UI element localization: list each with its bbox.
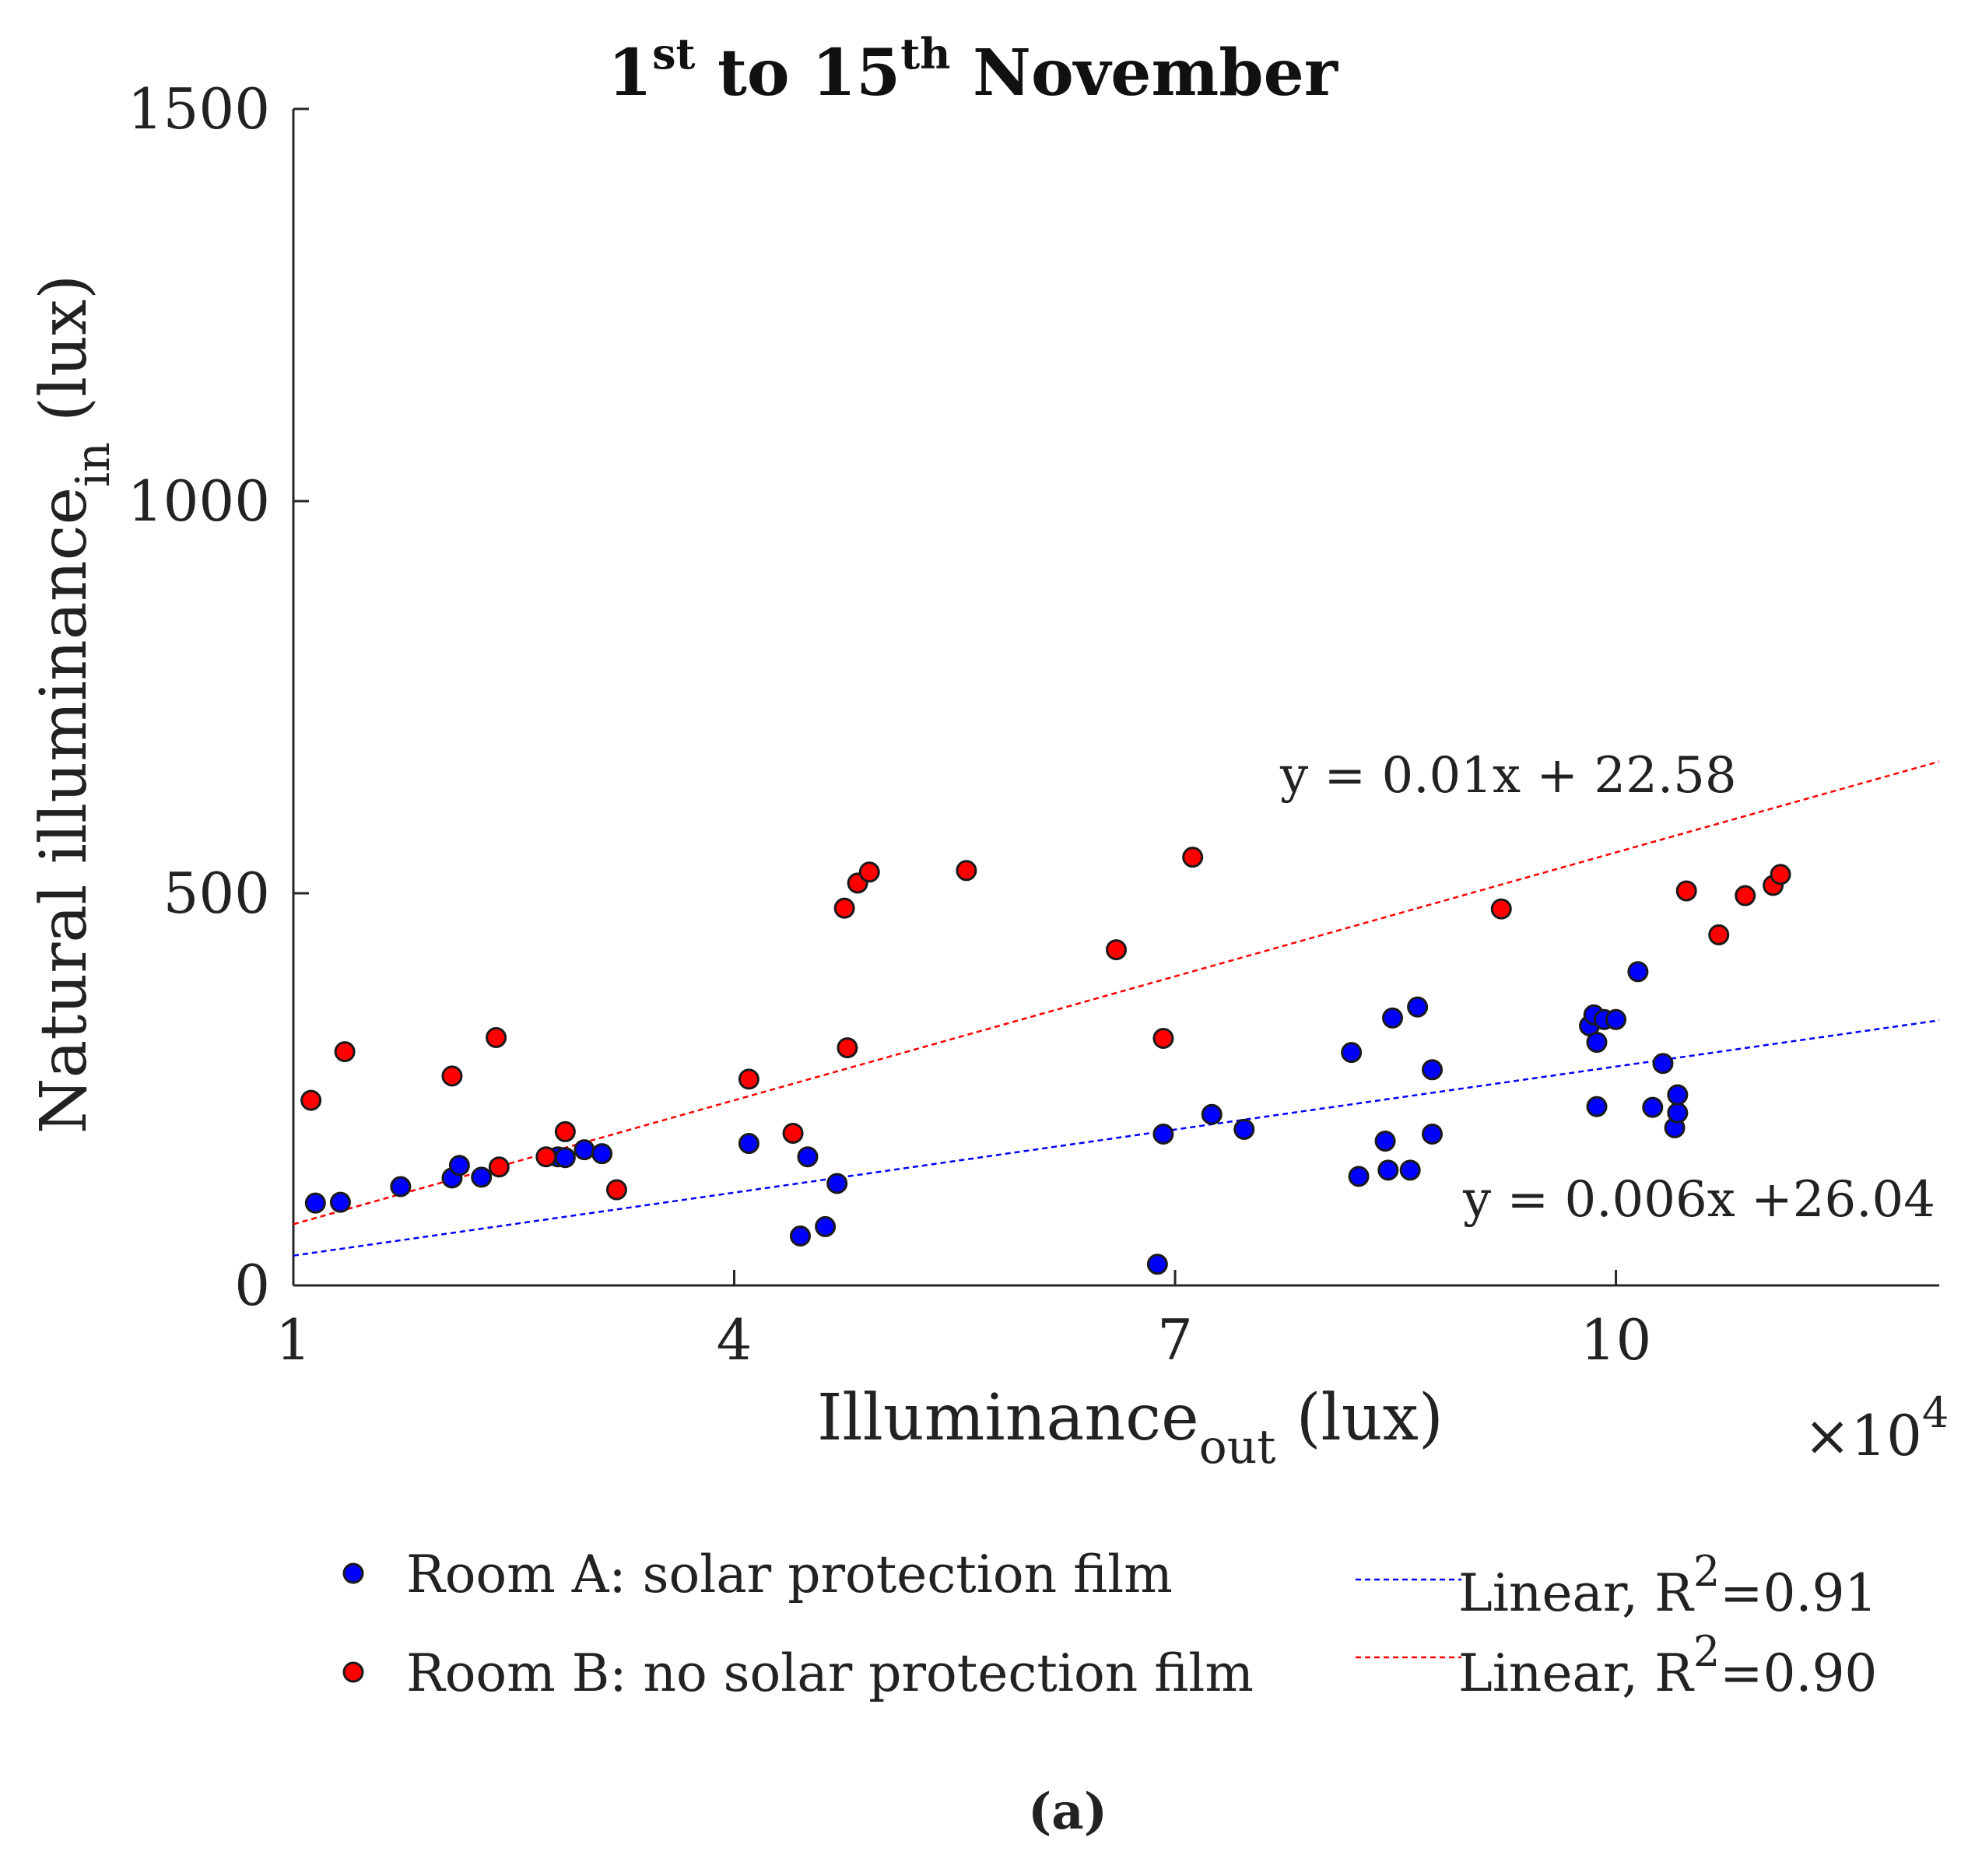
chart-title: 1st to 15th November — [608, 29, 1339, 110]
point-room-a — [1374, 1131, 1396, 1152]
point-room-b — [1735, 885, 1756, 906]
fit-line-room-b — [293, 760, 1940, 1226]
point-room-a — [1201, 1103, 1223, 1125]
point-room-a — [554, 1147, 576, 1169]
x-ticks: 1 4 7 10 — [275, 1270, 1651, 1373]
point-room-b — [605, 1179, 627, 1201]
point-room-a — [1382, 1007, 1404, 1029]
y-axis-label: Natural illuminancein (lux) — [27, 275, 121, 1134]
y-tick-label: 1000 — [128, 468, 270, 534]
legend: Room A: solar protection film Room B: no… — [342, 1545, 1877, 1703]
point-room-b — [488, 1156, 510, 1178]
point-room-b — [738, 1068, 759, 1090]
point-room-b — [1490, 898, 1512, 920]
point-room-a — [448, 1155, 470, 1176]
point-room-a — [797, 1146, 819, 1168]
point-room-b — [858, 861, 880, 883]
point-room-b — [782, 1122, 804, 1144]
point-room-a — [1422, 1059, 1444, 1081]
point-room-a — [1146, 1254, 1168, 1275]
point-room-b — [1770, 864, 1791, 885]
point-room-a — [826, 1173, 848, 1194]
equation-blue: y = 0.006x +26.04 — [1462, 1171, 1935, 1229]
panel-label: (a) — [1028, 1783, 1107, 1841]
x-axis-label: Illuminanceout (lux) — [817, 1381, 1444, 1475]
point-room-a — [1407, 996, 1429, 1018]
scatter-points — [300, 847, 1791, 1275]
axes — [292, 109, 1939, 1287]
point-room-a — [1667, 1084, 1689, 1106]
y-tick-label: 1500 — [128, 76, 270, 142]
point-room-b — [554, 1120, 576, 1142]
point-room-a — [1348, 1166, 1370, 1187]
y-tick-label: 0 — [234, 1253, 270, 1318]
point-room-b — [441, 1065, 463, 1087]
point-room-b — [956, 860, 977, 882]
x-tick-label: 4 — [717, 1307, 752, 1373]
equation-red: y = 0.01x + 22.58 — [1279, 747, 1737, 805]
point-room-b — [535, 1146, 557, 1168]
point-room-b — [1675, 880, 1697, 902]
point-room-a — [1233, 1118, 1255, 1140]
x-tick-label: 10 — [1580, 1307, 1652, 1373]
point-room-a — [574, 1139, 595, 1161]
point-room-a — [1341, 1042, 1363, 1064]
legend-fit-red-label: Linear, R2=0.90 — [1458, 1627, 1877, 1703]
point-room-b — [1708, 924, 1730, 945]
legend-label-room-a: Room A: solar protection film — [406, 1545, 1173, 1604]
legend-fit-blue-label: Linear, R2=0.91 — [1458, 1547, 1877, 1623]
x-tick-label: 1 — [275, 1307, 311, 1373]
legend-marker-room-a — [342, 1562, 364, 1584]
point-room-b — [1152, 1027, 1174, 1049]
point-room-b — [486, 1026, 507, 1048]
legend-label-room-b: Room B: no solar protection film — [406, 1643, 1254, 1703]
point-room-a — [1152, 1123, 1174, 1145]
point-room-b — [334, 1041, 356, 1063]
point-room-a — [1652, 1053, 1674, 1075]
point-room-a — [1667, 1102, 1689, 1124]
point-room-a — [815, 1215, 837, 1237]
point-room-a — [304, 1192, 326, 1214]
point-room-b — [300, 1089, 322, 1111]
point-room-b — [1106, 939, 1127, 961]
point-room-a — [390, 1176, 412, 1197]
point-room-a — [1627, 961, 1649, 983]
point-room-b — [1182, 847, 1204, 868]
point-room-a — [1377, 1159, 1399, 1181]
y-tick-label: 500 — [163, 861, 270, 926]
point-room-b — [833, 897, 855, 919]
point-room-a — [1399, 1159, 1421, 1181]
point-room-a — [738, 1133, 759, 1155]
point-room-a — [789, 1225, 811, 1247]
legend-marker-room-b — [342, 1661, 364, 1683]
point-room-a — [1605, 1008, 1627, 1030]
x-tick-label: 7 — [1157, 1307, 1193, 1373]
y-ticks: 0 500 1000 1500 — [128, 76, 309, 1318]
x-multiplier: ×104 — [1804, 1388, 1949, 1468]
point-room-a — [1586, 1096, 1608, 1117]
point-room-a — [329, 1191, 351, 1213]
point-room-b — [837, 1037, 858, 1059]
point-room-a — [471, 1166, 493, 1188]
point-room-a — [1422, 1123, 1444, 1145]
point-room-a — [1586, 1032, 1608, 1054]
point-room-a — [1642, 1096, 1664, 1118]
point-room-a — [591, 1143, 613, 1165]
